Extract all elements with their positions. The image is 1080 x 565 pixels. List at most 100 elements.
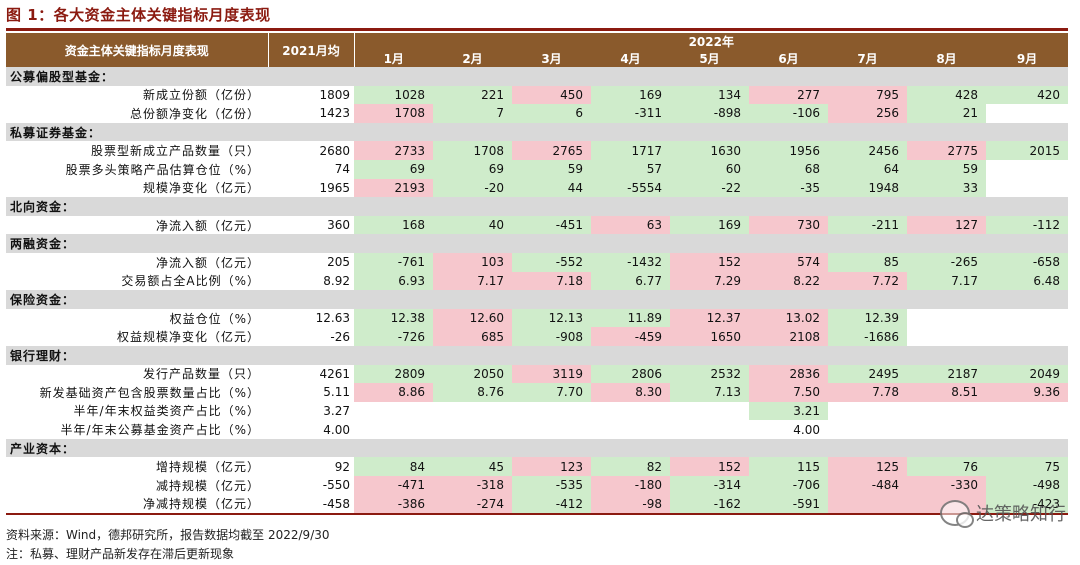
value-cell: -265 — [907, 252, 986, 272]
value-cell: -180 — [591, 476, 670, 495]
value-cell: -386 — [354, 494, 433, 514]
section-fill — [828, 290, 907, 309]
value-cell: 85 — [828, 252, 907, 272]
header-label: 资金主体关键指标月度表现 — [6, 33, 269, 67]
section-title: 保险资金： — [6, 290, 268, 309]
value-cell: 6.93 — [354, 271, 433, 291]
value-cell: -1432 — [591, 252, 670, 272]
section-fill — [670, 122, 749, 142]
value-cell: 795 — [828, 85, 907, 105]
section-fill — [828, 122, 907, 142]
value-cell — [907, 401, 986, 421]
value-cell: 40 — [433, 215, 512, 235]
value-cell: 9.36 — [986, 383, 1069, 402]
section-fill — [907, 290, 986, 309]
section-fill — [354, 197, 433, 216]
value-cell — [828, 420, 907, 439]
section-fill — [591, 197, 670, 216]
value-cell: -498 — [986, 476, 1069, 495]
value-cell: 12.60 — [433, 308, 512, 328]
table-row: 新发基础资产包含股票数量占比（%） 5.11 8.86 8.76 7.70 8.30 7.1… — [6, 383, 1069, 402]
section-title: 产业资本： — [6, 438, 268, 458]
value-cell: 169 — [591, 85, 670, 105]
value-cell: 12.39 — [828, 308, 907, 328]
section-fill — [986, 234, 1069, 253]
value-cell: 1956 — [749, 141, 828, 160]
value-cell: -106 — [749, 104, 828, 123]
title-rule — [6, 28, 1068, 31]
value-cell: 2049 — [986, 364, 1069, 384]
value-cell: -314 — [670, 476, 749, 495]
value-cell — [986, 420, 1069, 439]
value-cell: 152 — [670, 457, 749, 477]
bottom-rule — [6, 513, 1068, 516]
value-cell: 3.21 — [749, 401, 828, 421]
row-label: 总份额净变化（亿份） — [129, 106, 260, 121]
avg-cell: 4.00 — [323, 422, 350, 437]
value-cell: -162 — [670, 494, 749, 514]
value-cell: -22 — [670, 178, 749, 198]
value-cell: 277 — [749, 85, 828, 105]
table-row: 总份额净变化（亿份） 1423 1708 7 6 -311 -898 -106 256 21 — [6, 104, 1069, 123]
value-cell: -318 — [433, 476, 512, 495]
value-cell: -1686 — [828, 327, 907, 346]
section-fill — [433, 197, 512, 216]
section-fill — [354, 67, 433, 86]
value-cell: -274 — [433, 494, 512, 514]
table-row: 增持规模（亿元） 92 84 45 123 82 152 115 125 76 75 — [6, 457, 1069, 477]
section-fill — [433, 122, 512, 142]
avg-cell: 1423 — [319, 106, 350, 121]
row-label: 发行产品数量（只） — [142, 367, 260, 382]
section-fill — [433, 345, 512, 365]
value-cell: 134 — [670, 85, 749, 105]
value-cell: 57 — [591, 159, 670, 179]
section-fill — [591, 67, 670, 86]
value-cell: 8.22 — [749, 271, 828, 291]
month-header: 8月 — [907, 50, 986, 67]
value-cell: -761 — [354, 252, 433, 272]
section-fill — [749, 438, 828, 458]
table-row: 新成立份额（亿份） 1809 1028 221 450 169 134 277 795 428 42… — [6, 85, 1069, 105]
section-row: 公募偏股型基金： — [6, 67, 1069, 86]
avg-cell: 92 — [334, 459, 350, 474]
section-title: 两融资金： — [6, 234, 268, 253]
value-cell: 12.38 — [354, 308, 433, 328]
value-cell: 2456 — [828, 141, 907, 160]
value-cell — [591, 420, 670, 439]
section-fill — [268, 438, 354, 458]
value-cell — [433, 420, 512, 439]
month-header: 5月 — [670, 50, 749, 67]
row-label: 权益仓位（%） — [169, 311, 260, 326]
value-cell: -412 — [512, 494, 591, 514]
value-cell: 2532 — [670, 364, 749, 384]
value-cell: 4.00 — [749, 420, 828, 439]
section-fill — [268, 234, 354, 253]
value-cell: -908 — [512, 327, 591, 346]
value-cell: 60 — [670, 159, 749, 179]
row-label: 股票型新成立产品数量（只） — [90, 144, 260, 159]
value-cell: 82 — [591, 457, 670, 477]
figure-title: 图 1：各大资金主体关键指标月度表现 — [6, 6, 271, 24]
section-fill — [591, 345, 670, 365]
value-cell: 7.70 — [512, 383, 591, 402]
value-cell: 45 — [433, 457, 512, 477]
value-cell: 76 — [907, 457, 986, 477]
section-fill — [512, 234, 591, 253]
row-label: 净流入额（亿元） — [155, 218, 260, 233]
section-fill — [828, 438, 907, 458]
value-cell: 7.18 — [512, 271, 591, 291]
value-cell: 63 — [591, 215, 670, 235]
row-label: 增持规模（亿元） — [155, 460, 260, 475]
value-cell: 7.78 — [828, 383, 907, 402]
value-cell: 2108 — [749, 327, 828, 346]
value-cell: 7.72 — [828, 271, 907, 291]
value-cell — [907, 420, 986, 439]
value-cell: -311 — [591, 104, 670, 123]
section-fill — [433, 234, 512, 253]
table-row: 净流入额（亿元） 360 168 40 -451 63 169 730 -211 127 -112 — [6, 215, 1069, 235]
value-cell: -423 — [986, 494, 1069, 514]
value-cell: -98 — [591, 494, 670, 514]
avg-cell: 1965 — [319, 180, 350, 195]
avg-cell: 12.63 — [315, 311, 350, 326]
value-cell: 84 — [354, 457, 433, 477]
